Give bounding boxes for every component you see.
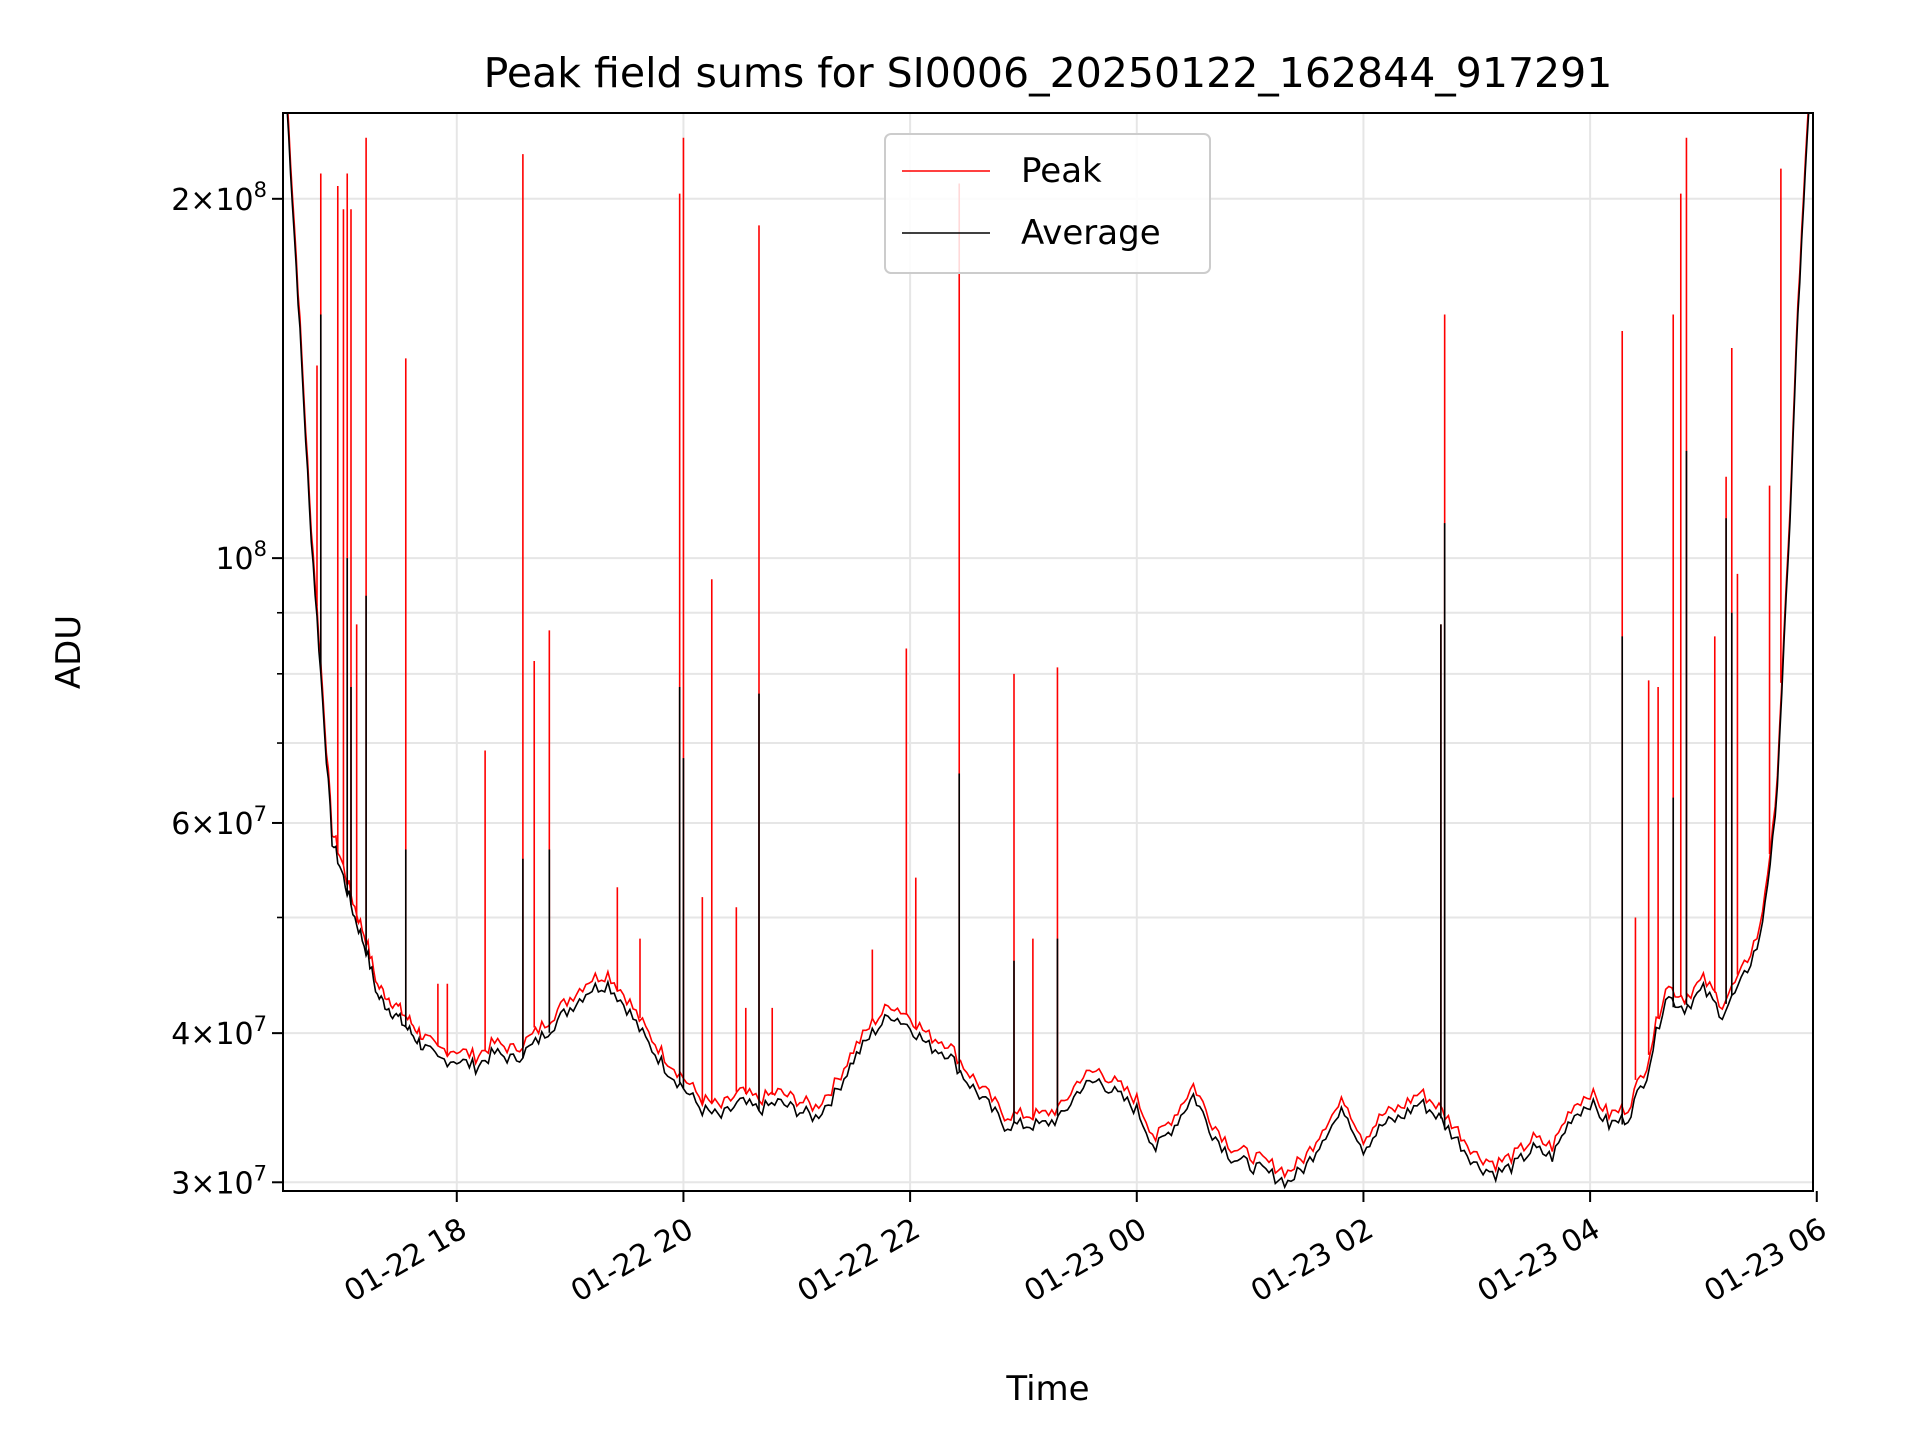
x-tick-label: 01-22 20 bbox=[565, 1212, 699, 1310]
series-average bbox=[286, 113, 1810, 1190]
x-tick-label: 01-23 04 bbox=[1472, 1212, 1606, 1310]
plot-frame bbox=[282, 112, 1814, 1192]
legend-box bbox=[884, 133, 1211, 274]
x-tick-label: 01-23 06 bbox=[1698, 1212, 1832, 1310]
series-layer bbox=[286, 113, 1810, 1190]
y-tick-label: 6×107 bbox=[171, 802, 267, 842]
legend: Peak Average bbox=[884, 133, 1211, 274]
x-tick-label: 01-23 00 bbox=[1018, 1212, 1152, 1310]
legend-label-peak: Peak bbox=[1021, 151, 1102, 191]
y-axis: 3×107 4×107 6×107 108 2×108 bbox=[171, 178, 283, 1201]
y-tick-label: 4×107 bbox=[171, 1012, 267, 1052]
x-axis: 01-22 18 01-22 20 01-22 22 01-23 00 01-23 02… bbox=[338, 1191, 1833, 1310]
chart-title: Peak field sums for SI0006_20250122_1628… bbox=[484, 49, 1613, 97]
series-line bbox=[286, 113, 1810, 1190]
y-tick-label: 2×108 bbox=[171, 178, 267, 218]
x-tick-label: 01-22 18 bbox=[338, 1212, 472, 1310]
x-tick-label: 01-23 02 bbox=[1245, 1212, 1379, 1310]
y-axis-title: ADU bbox=[49, 615, 89, 689]
y-tick-label: 108 bbox=[215, 537, 267, 577]
y-tick-label: 3×107 bbox=[171, 1161, 267, 1201]
x-tick-label: 01-22 22 bbox=[792, 1212, 926, 1310]
grid-lines bbox=[283, 113, 1813, 1191]
x-axis-title: Time bbox=[1005, 1369, 1089, 1409]
legend-label-average: Average bbox=[1021, 213, 1161, 253]
